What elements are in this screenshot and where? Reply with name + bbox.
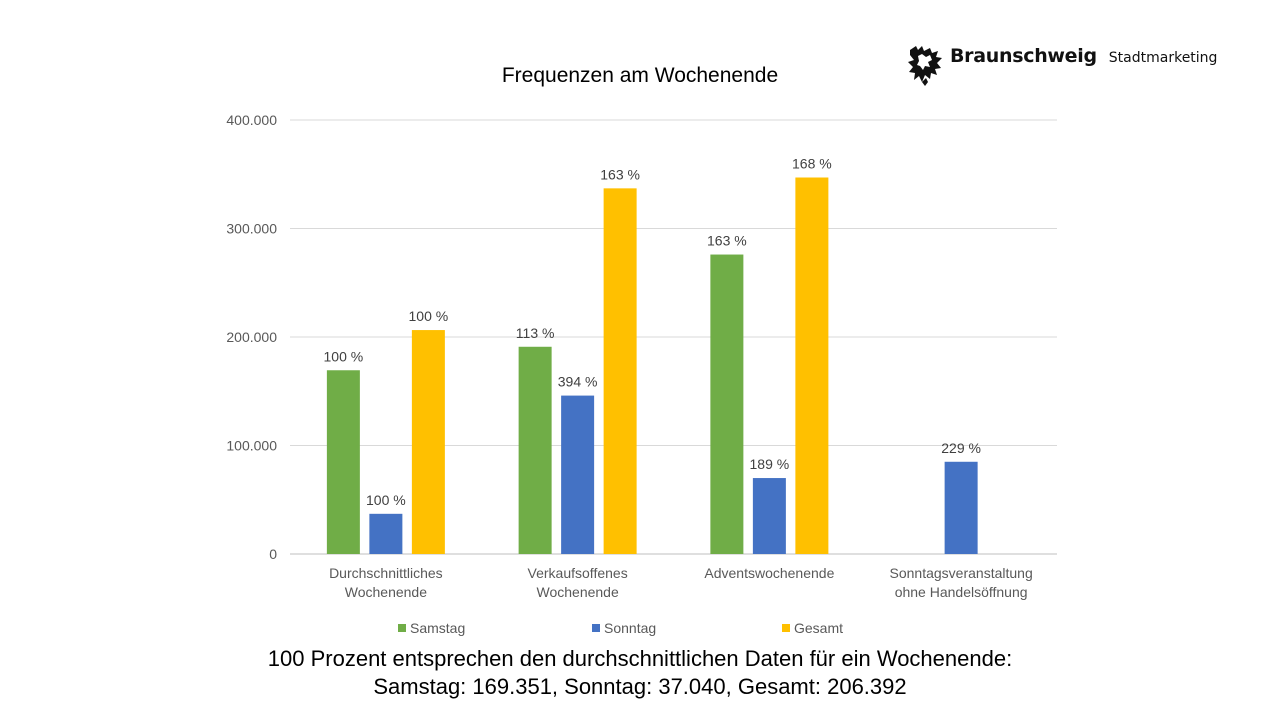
legend-label: Sonntag [604,620,656,636]
bar-gesamt [603,188,637,555]
data-label: 163 % [600,166,640,182]
data-label: 113 % [516,325,555,341]
legend-swatch [782,624,790,632]
x-tick-label: Wochenende [345,584,427,600]
x-tick-label: Durchschnittliches [329,565,443,581]
braunschweig-logo: Braunschweig Stadtmarketing [906,42,1217,88]
footnote-line-1: 100 Prozent entsprechen den durchschnitt… [267,646,1013,671]
footnote-line-2: Samstag: 169.351, Sonntag: 37.040, Gesam… [373,674,907,699]
bar-sonntag [752,478,786,554]
lion-icon [908,46,942,86]
data-label: 100 % [366,492,406,508]
x-tick-label: Sonntagsveranstaltung [890,565,1033,581]
y-tick-label: 100.000 [226,438,277,454]
data-label: 168 % [792,156,832,172]
bar-samstag [518,346,552,554]
data-label: 394 % [558,374,598,390]
legend-label: Samstag [410,620,465,636]
x-tick-label: Adventswochenende [704,565,834,581]
logo-brand: Braunschweig [950,45,1097,67]
bar-samstag [326,370,360,554]
legend-label: Gesamt [794,620,843,636]
logo-subtitle: Stadtmarketing [1108,50,1218,66]
y-tick-label: 300.000 [226,221,277,237]
y-tick-label: 400.000 [226,112,277,128]
bars [326,177,978,555]
data-label: 163 % [707,233,747,249]
data-labels: 100 % 100 % 100 % 113 % 394 % 163 % 163 % 189 %… [324,156,981,508]
x-tick-label: Wochenende [537,584,619,600]
bar-sonntag [561,395,595,554]
y-tick-label: 0 [269,546,277,562]
bar-samstag [710,254,744,555]
data-label: 189 % [750,456,790,472]
chart: Frequenzen am Wochenende 0 100.000 200.000… [226,64,1057,636]
data-label: 229 % [941,440,981,456]
data-label: 100 % [409,308,449,324]
y-axis-ticks: 0 100.000 200.000 300.000 400.000 [226,112,277,562]
chart-title: Frequenzen am Wochenende [502,64,778,87]
gridlines [290,119,1057,555]
y-tick-label: 200.000 [226,329,277,345]
bar-sonntag [944,461,978,554]
bar-gesamt [795,177,829,554]
legend-swatch [398,624,406,632]
bar-gesamt [411,330,445,554]
legend-swatch [592,624,600,632]
x-tick-label: ohne Handelsöffnung [895,584,1028,600]
x-axis-ticks: Durchschnittliches Wochenende Verkaufsoffe… [329,565,1033,600]
bar-sonntag [369,513,403,554]
data-label: 100 % [324,348,364,364]
legend: Samstag Sonntag Gesamt [398,620,843,636]
x-tick-label: Verkaufsoffenes [528,565,628,581]
